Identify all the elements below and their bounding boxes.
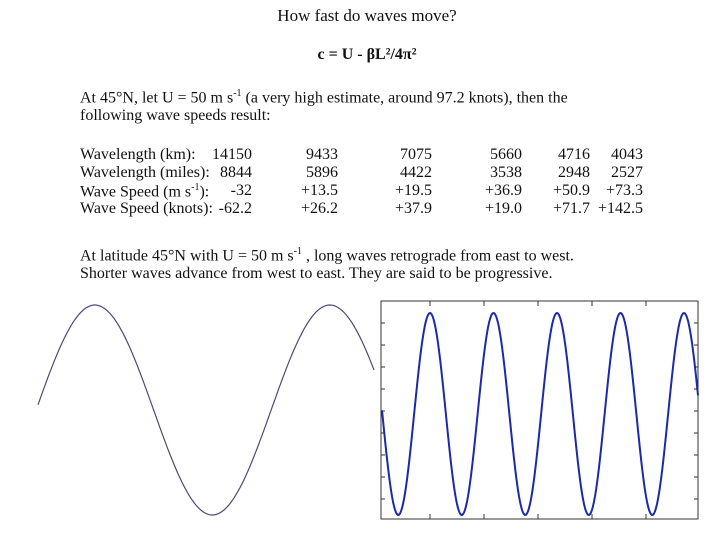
intro-line: following wave speeds result: bbox=[80, 107, 271, 124]
text: At latitude 45°N with U = 50 m s bbox=[80, 247, 294, 265]
cell: 7075 bbox=[400, 146, 432, 163]
cell: 5660 bbox=[490, 146, 522, 163]
text: ): bbox=[199, 183, 210, 201]
text: Wave Speed (m s bbox=[80, 183, 192, 201]
cell: 3538 bbox=[490, 164, 522, 181]
long-wave bbox=[37, 304, 375, 516]
plot-frame bbox=[380, 300, 699, 520]
cell: +142.5 bbox=[597, 200, 643, 217]
cell: 8844 bbox=[220, 164, 252, 181]
cell: 2948 bbox=[558, 164, 590, 181]
cell: 2527 bbox=[611, 164, 643, 181]
row-label: Wave Speed (m s-1): bbox=[80, 182, 209, 201]
cell: 4422 bbox=[400, 164, 432, 181]
superscript: -1 bbox=[233, 88, 242, 99]
cell: +19.5 bbox=[394, 182, 432, 199]
cell: +71.7 bbox=[552, 200, 590, 217]
cell: 4716 bbox=[558, 146, 590, 163]
cell: +73.3 bbox=[605, 182, 643, 199]
intro-line: At 45°N, let U = 50 m s-1 (a very high e… bbox=[80, 88, 568, 107]
superscript: -1 bbox=[191, 182, 200, 193]
text: Wavelength (miles): bbox=[80, 164, 210, 181]
cell: +26.2 bbox=[300, 200, 338, 217]
cell: 5896 bbox=[306, 164, 338, 181]
text: Wave Speed (knots): bbox=[80, 200, 213, 217]
cell: +36.9 bbox=[484, 182, 522, 199]
conclusion-line: At latitude 45°N with U = 50 m s-1 , lon… bbox=[80, 246, 574, 265]
cell: 9433 bbox=[306, 146, 338, 163]
cell: 4043 bbox=[611, 146, 643, 163]
superscript: -1 bbox=[293, 246, 302, 257]
cell: -32 bbox=[230, 182, 252, 199]
cell: -62.2 bbox=[218, 200, 252, 217]
text: , long waves retrograde from east to wes… bbox=[301, 247, 574, 265]
cell: +50.9 bbox=[552, 182, 590, 199]
row-label: Wave Speed (knots): bbox=[80, 200, 213, 218]
title: How fast do waves move? bbox=[277, 6, 457, 25]
formula: c = U - βL²/4π² bbox=[317, 46, 417, 63]
text: At 45°N, let U = 50 m s bbox=[80, 89, 234, 107]
row-label: Wavelength (miles): bbox=[80, 164, 210, 182]
short-wave bbox=[381, 311, 699, 517]
plot-ticks bbox=[381, 301, 698, 519]
cell: +13.5 bbox=[300, 182, 338, 199]
text: (a very high estimate, around 97.2 knots… bbox=[241, 89, 568, 107]
cell: 14150 bbox=[212, 146, 252, 163]
row-label: Wavelength (km): bbox=[80, 146, 196, 164]
text: Wavelength (km): bbox=[80, 146, 196, 163]
cell: +37.9 bbox=[394, 200, 432, 217]
conclusion-line: Shorter waves advance from west to east.… bbox=[80, 265, 553, 282]
cell: +19.0 bbox=[484, 200, 522, 217]
